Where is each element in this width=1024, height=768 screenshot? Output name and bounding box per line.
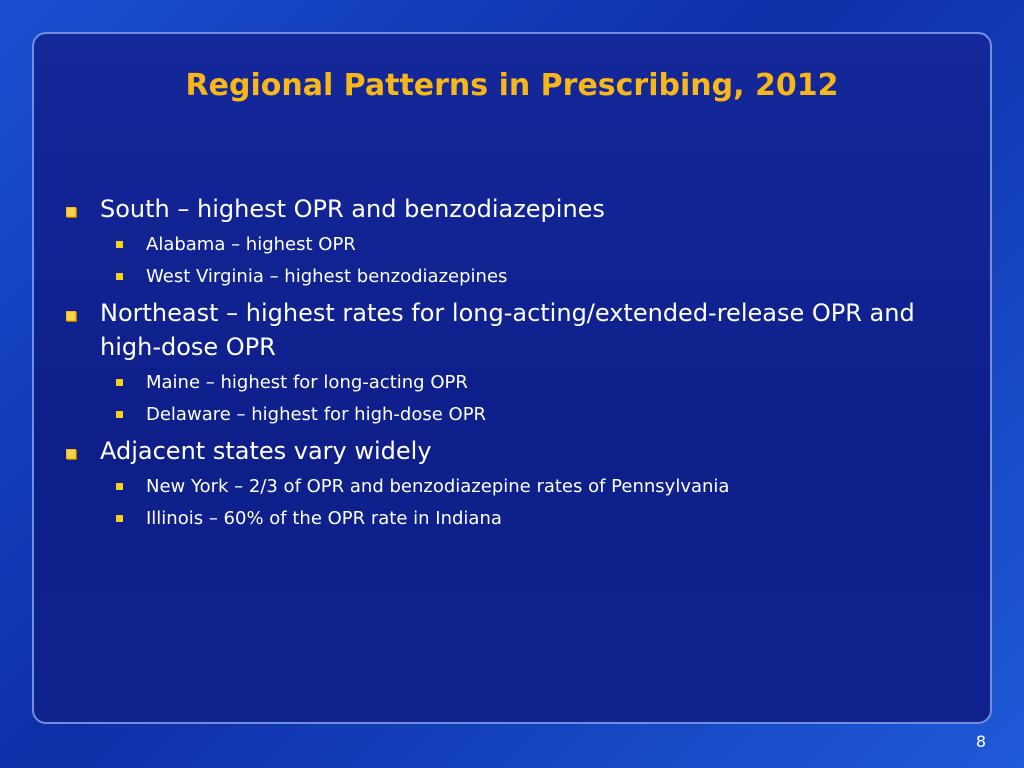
bullet-list: South – highest OPR and benzodiazepines A… bbox=[58, 186, 978, 532]
page-number: 8 bbox=[975, 732, 986, 751]
bullet: Adjacent states vary widely bbox=[58, 434, 978, 468]
slide-title: Regional Patterns in Prescribing, 2012 bbox=[185, 68, 839, 103]
sub-bullet: New York – 2/3 of OPR and benzodiazepine… bbox=[58, 474, 978, 500]
panel bbox=[32, 32, 992, 724]
sub-bullet: Delaware – highest for high-dose OPR bbox=[58, 402, 978, 428]
sub-bullet: Alabama – highest OPR bbox=[58, 232, 978, 258]
sub-bullet: Maine – highest for long-acting OPR bbox=[58, 370, 978, 396]
sub-bullet: Illinois – 60% of the OPR rate in Indian… bbox=[58, 506, 978, 532]
bullet: South – highest OPR and benzodiazepines bbox=[58, 192, 978, 226]
sub-bullet: West Virginia – highest benzodiazepines bbox=[58, 264, 978, 290]
bullet: Northeast – highest rates for long-actin… bbox=[58, 296, 978, 364]
